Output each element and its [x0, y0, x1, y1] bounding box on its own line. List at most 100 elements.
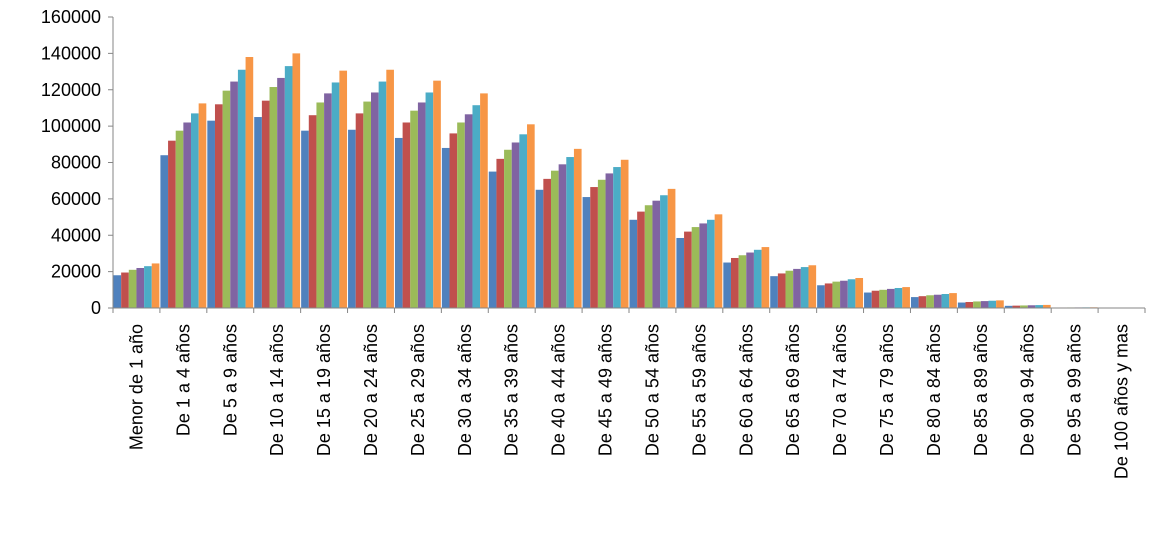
bar	[417, 102, 426, 308]
x-category-label: De 90 a 94 años	[1018, 324, 1038, 456]
bar	[699, 223, 708, 308]
bar	[292, 53, 301, 309]
bar	[464, 114, 473, 308]
x-category-label: De 30 a 34 años	[455, 324, 475, 456]
bar	[1027, 305, 1036, 308]
bar	[151, 263, 160, 308]
bar	[957, 302, 966, 308]
bar	[808, 265, 817, 308]
bar	[691, 227, 700, 308]
bar	[800, 267, 809, 308]
y-tick-label: 0	[91, 298, 101, 318]
bar	[793, 268, 801, 308]
bar	[996, 300, 1004, 308]
bar	[519, 134, 528, 308]
bar	[684, 231, 692, 308]
bar	[871, 290, 880, 308]
bar	[605, 173, 614, 308]
bar	[926, 295, 934, 308]
bar	[254, 117, 262, 308]
x-category-label: De 25 a 29 años	[408, 324, 428, 456]
bar	[331, 82, 340, 308]
bar	[667, 188, 676, 308]
y-tick-label: 20000	[51, 262, 101, 282]
bar	[566, 157, 574, 308]
bar	[175, 130, 184, 308]
y-tick-label: 40000	[51, 225, 101, 245]
bar	[316, 102, 325, 308]
bar	[355, 113, 364, 308]
bar	[770, 276, 778, 308]
y-tick-label: 100000	[41, 116, 101, 136]
y-axis: 0 20000 40000 60000 80000 100000 120000 140000 1…	[41, 7, 114, 318]
x-category-label: De 45 a 49 años	[596, 324, 616, 456]
bar	[222, 90, 231, 308]
bar	[918, 296, 927, 308]
bar	[284, 66, 293, 308]
bar	[933, 294, 942, 308]
x-axis: Menor de 1 año De 1 a 4 años De 5 a 9 años…	[112, 307, 1146, 479]
bar	[817, 285, 825, 308]
bar	[324, 93, 332, 308]
bar	[973, 301, 981, 308]
bar	[496, 158, 505, 308]
bar	[410, 110, 418, 308]
bar	[160, 155, 169, 308]
bar	[965, 302, 974, 308]
bar	[113, 275, 122, 308]
bar	[168, 140, 176, 308]
bar	[245, 57, 254, 309]
bar	[371, 92, 379, 308]
x-category-label: De 75 a 79 años	[877, 324, 897, 456]
x-category-label: De 80 a 84 años	[924, 324, 944, 456]
bar	[480, 93, 488, 308]
bar	[230, 81, 238, 308]
bar	[573, 148, 582, 308]
bar	[363, 101, 371, 308]
bar	[832, 281, 841, 308]
bar	[558, 164, 567, 308]
bar	[879, 289, 887, 308]
y-tick-label: 140000	[41, 43, 101, 63]
bar	[847, 279, 856, 308]
bar	[629, 219, 638, 308]
bar	[949, 293, 957, 308]
bar	[128, 269, 137, 308]
x-category-label: De 50 a 54 años	[642, 324, 662, 456]
bar	[582, 197, 591, 308]
bar	[449, 133, 458, 308]
bar	[136, 267, 145, 308]
bar	[535, 189, 544, 308]
bar	[527, 124, 535, 308]
bar	[910, 297, 919, 308]
bar	[301, 130, 309, 308]
bar	[714, 214, 723, 308]
bar	[425, 92, 434, 308]
bar	[433, 80, 441, 308]
x-category-label: De 15 a 19 años	[314, 324, 334, 456]
bar	[402, 122, 411, 309]
x-category-label: De 85 a 89 años	[971, 324, 991, 456]
bar	[988, 300, 997, 308]
bar	[590, 187, 598, 308]
bars	[113, 53, 1145, 309]
bar	[261, 100, 270, 308]
y-tick-label: 120000	[41, 80, 101, 100]
bar	[902, 287, 910, 308]
bar	[183, 122, 192, 309]
bar	[214, 104, 223, 308]
x-category-label: De 1 a 4 años	[173, 324, 193, 436]
bar	[753, 249, 762, 308]
bar	[746, 252, 754, 308]
bar	[738, 255, 747, 308]
bar	[707, 219, 715, 308]
bar	[207, 120, 215, 308]
x-category-label: De 70 a 74 años	[830, 324, 850, 456]
bar	[613, 167, 621, 308]
bar	[980, 301, 989, 308]
x-category-label: De 40 a 44 años	[549, 324, 569, 456]
y-tick-label: 160000	[41, 7, 101, 27]
bar	[730, 257, 739, 308]
bar	[237, 69, 246, 309]
